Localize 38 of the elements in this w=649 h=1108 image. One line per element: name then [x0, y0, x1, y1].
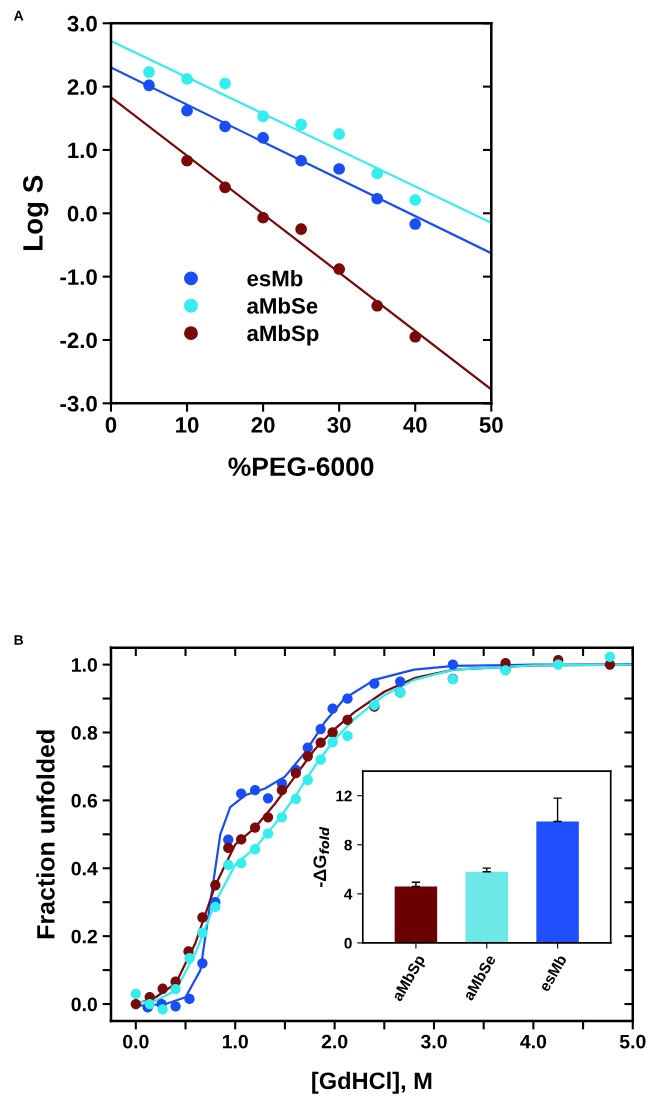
y-tick-label: -1.0 [60, 269, 97, 285]
legend-label: aMbSe [247, 297, 318, 314]
y-tick-label: 8 [344, 839, 352, 851]
x-tick-label: 30 [327, 417, 351, 433]
y-tick-label: -2.0 [60, 332, 97, 349]
y-tick-label: 0 [344, 937, 352, 949]
text: B [14, 635, 24, 645]
x-tick-label: 10 [176, 417, 199, 433]
x-tick-label: 5.0 [619, 1034, 646, 1049]
y-tick-label: 0.8 [71, 725, 98, 740]
y-axis-title: Fraction unfolded [36, 730, 55, 939]
x-axis-title: [GdHCl], M [312, 1071, 432, 1094]
legend-label: aMbSp [247, 324, 319, 346]
y-axis-title: -ΔG$_{fold}$ [313, 826, 330, 888]
y-tick-label: 4 [344, 888, 353, 900]
y-tick-label: 0.0 [71, 997, 97, 1012]
text: A [13, 10, 24, 21]
x-tick-label: 40 [403, 417, 427, 433]
x-tick-label: 0.0 [123, 1034, 149, 1049]
x-tick-label: 0 [105, 417, 117, 433]
y-tick-label: 2.0 [67, 79, 97, 95]
y-tick-label: -3.0 [60, 395, 97, 412]
x-tick-label: 20 [251, 417, 275, 433]
x-tick-label: 3.0 [420, 1034, 447, 1049]
y-tick-label: 0.6 [71, 793, 98, 808]
y-tick-label: 0.0 [67, 205, 97, 222]
y-tick-label: 1.0 [71, 658, 97, 672]
x-axis-title: %PEG-6000 [228, 457, 374, 477]
y-tick-label: 12 [336, 790, 352, 802]
y-tick-label: 0.2 [71, 929, 98, 944]
y-tick-label: 1.0 [68, 142, 97, 159]
y-axis-title: Log S [23, 175, 49, 250]
y-tick-label: 0.4 [71, 861, 98, 876]
x-tick-label: 50 [479, 417, 503, 433]
y-tick-label: 3.0 [67, 15, 97, 32]
x-tick-label: 1.0 [222, 1034, 248, 1049]
legend-label: esMb [247, 270, 303, 287]
x-tick-label: 4.0 [520, 1034, 547, 1049]
